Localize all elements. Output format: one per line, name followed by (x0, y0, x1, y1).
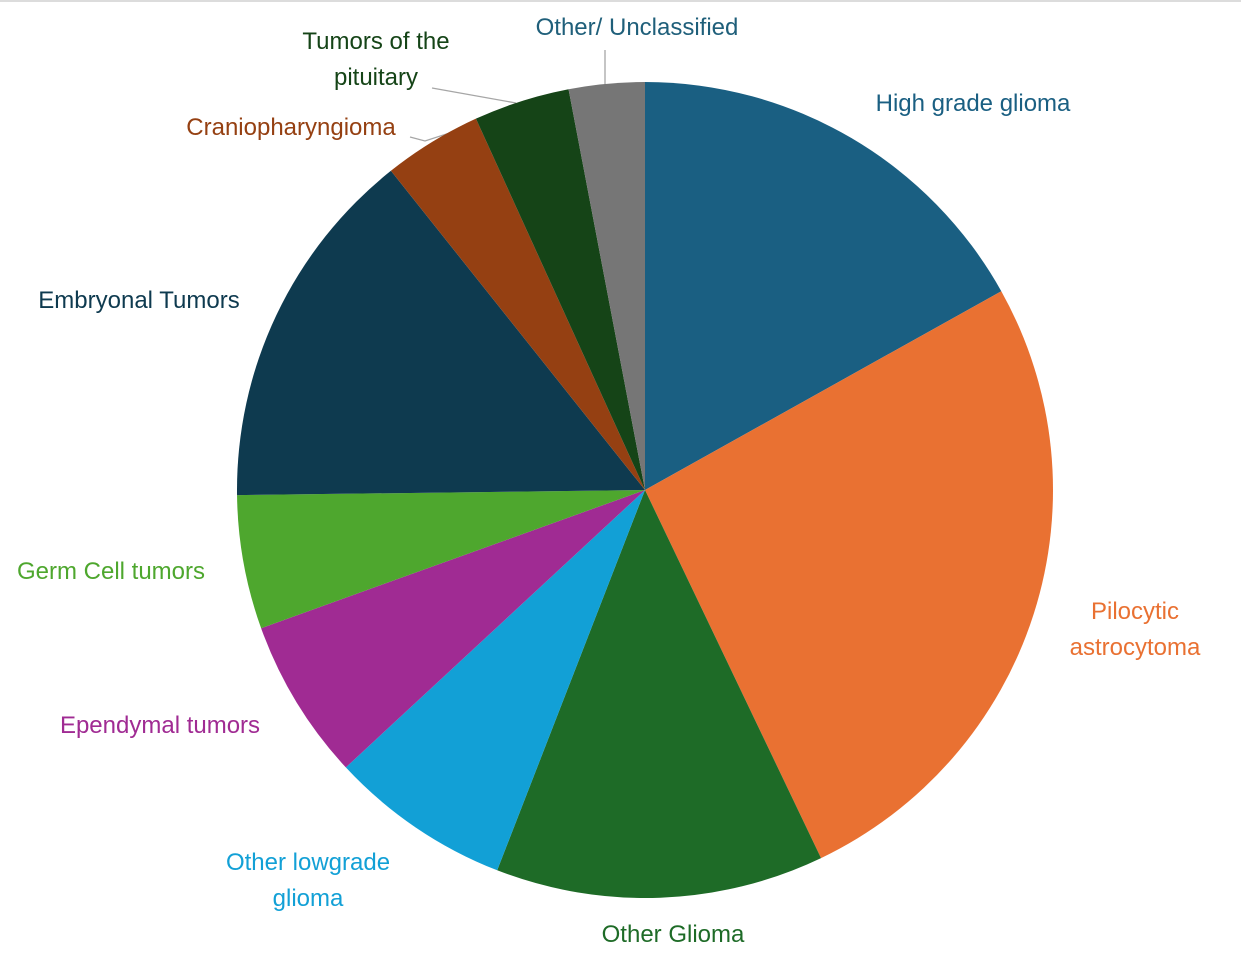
pie-slice (475, 89, 645, 490)
pie-slice (345, 490, 645, 871)
slice-label: Germ Cell tumors (16, 558, 206, 585)
slice-label: Ependymal tumors (59, 712, 261, 739)
slice-label: High grade glioma (875, 90, 1071, 117)
pie-slice (261, 490, 645, 768)
slice-label: Pilocytic astrocytoma (1069, 598, 1201, 661)
pie-slice (568, 82, 645, 490)
pie-slice (236, 170, 645, 496)
slice-label: Tumors of the pituitary (302, 28, 450, 91)
slice-label: Craniopharyngioma (186, 114, 396, 141)
slice-label: Other/ Unclassified (535, 14, 739, 41)
pie-slice (237, 490, 645, 629)
pie-slice (645, 291, 1053, 859)
slice-label: Other lowgrade glioma (225, 849, 391, 912)
pie-slice (645, 82, 1002, 490)
slice-label: Embryonal Tumors (38, 287, 240, 314)
slice-label: Other Glioma (601, 921, 745, 948)
pie-slice (497, 490, 822, 898)
leader-line (431, 87, 517, 104)
pie-slice (390, 118, 645, 491)
